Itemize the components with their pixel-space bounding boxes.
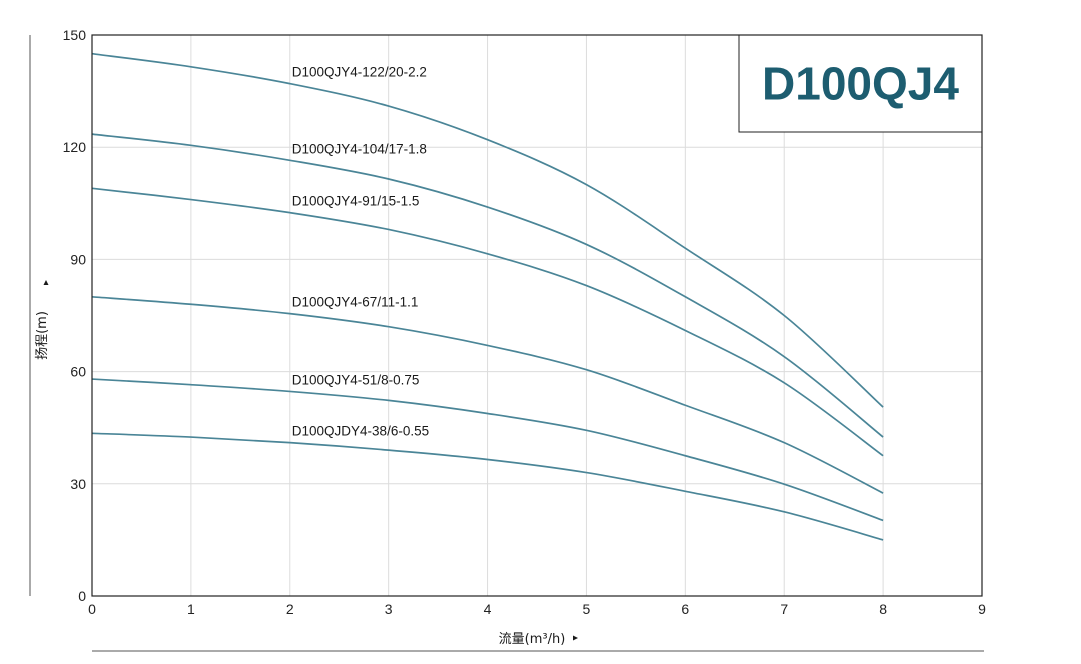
x-tick-label: 4 [484, 601, 492, 617]
decorative-rules [29, 35, 984, 652]
x-tick-label: 5 [583, 601, 591, 617]
x-tick-label: 2 [286, 601, 294, 617]
series-label-6: D100QJDY4-38/6-0.55 [292, 424, 429, 439]
x-tick-label: 6 [681, 601, 689, 617]
series-line-3 [91, 187, 884, 457]
series-label-3: D100QJY4-91/15-1.5 [292, 194, 420, 209]
title-box: D100QJ4 [738, 34, 983, 133]
y-tick-label: 90 [70, 251, 86, 267]
x-tick-label: 3 [385, 601, 393, 617]
plot-frame [91, 34, 983, 597]
series-line-6 [91, 432, 884, 541]
grid-lines [92, 35, 982, 596]
series-lines [91, 52, 884, 541]
series-line-2 [91, 133, 884, 438]
series-label-5: D100QJY4-51/8-0.75 [292, 372, 420, 387]
chart-title: D100QJ4 [762, 58, 959, 110]
series-labels: D100QJY4-122/20-2.2 D100QJY4-104/17-1.8 D1… [292, 65, 429, 439]
x-tick-label: 7 [780, 601, 788, 617]
plot-frame-rect [91, 34, 983, 597]
x-tick-label: 8 [879, 601, 887, 617]
series-label-4: D100QJY4-67/11-1.1 [292, 295, 419, 310]
series-label-2: D100QJY4-104/17-1.8 [292, 141, 427, 156]
y-axis-arrow-icon [43, 280, 49, 285]
series-line-4 [91, 295, 884, 494]
y-tick-label: 150 [63, 27, 87, 43]
x-tick-label: 0 [88, 601, 96, 617]
y-tick-label: 30 [70, 476, 86, 492]
y-tick-label: 60 [70, 364, 86, 380]
axis-labels: 流量(m³/h) 扬程(m) [35, 280, 578, 647]
x-axis-label: 流量(m³/h) [499, 632, 566, 647]
x-tick-label: 9 [978, 601, 986, 617]
x-axis-arrow-icon [573, 635, 578, 641]
y-tick-label: 0 [78, 588, 86, 604]
x-tick-label: 1 [187, 601, 195, 617]
y-tick-label: 120 [63, 139, 87, 155]
series-line-5 [91, 378, 884, 522]
series-line-1 [91, 52, 884, 408]
series-label-1: D100QJY4-122/20-2.2 [292, 65, 427, 80]
y-axis-label: 扬程(m) [35, 311, 50, 360]
